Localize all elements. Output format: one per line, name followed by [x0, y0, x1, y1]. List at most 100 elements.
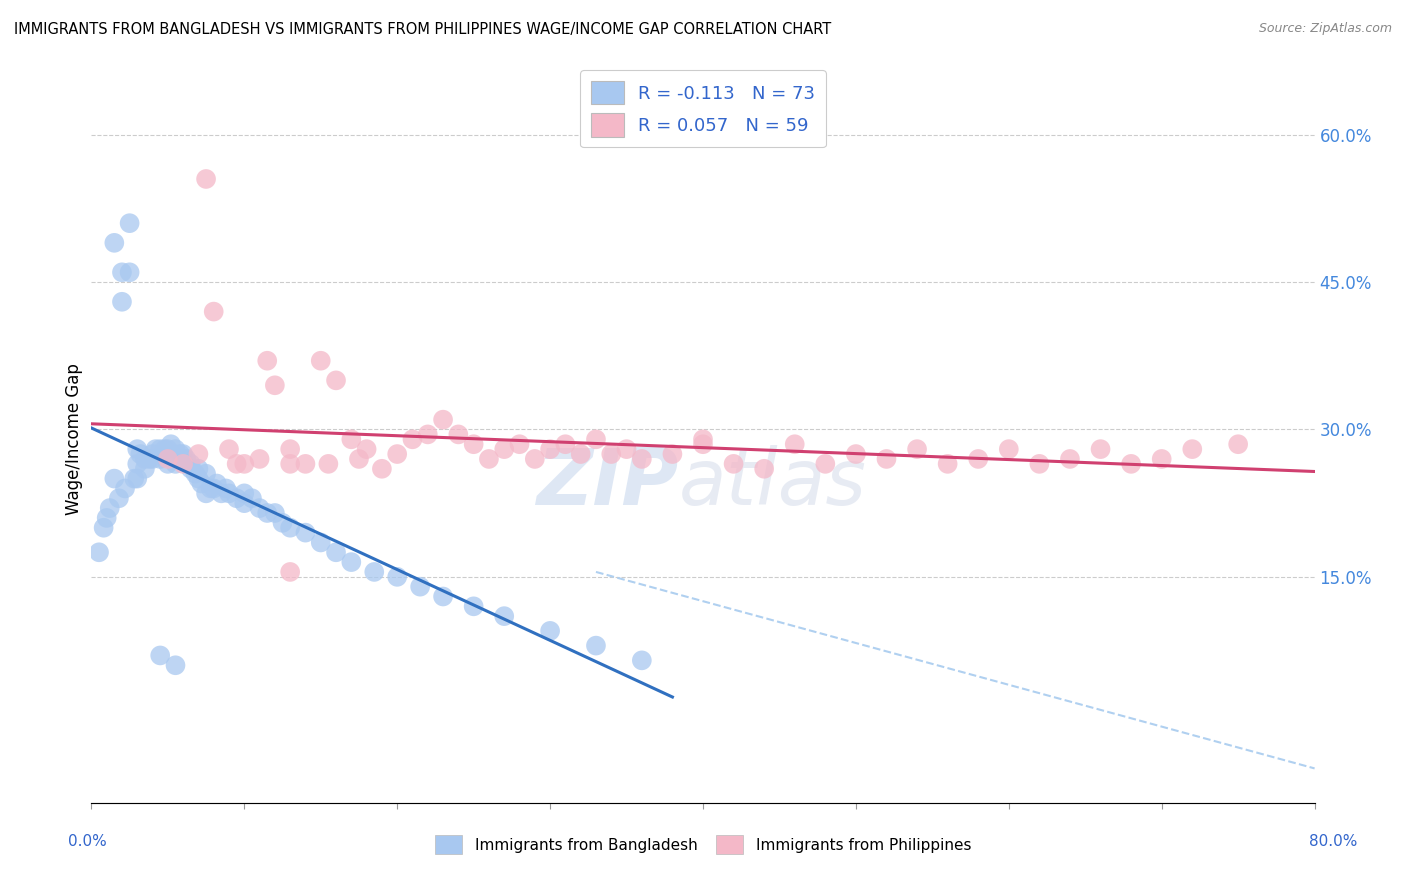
Point — [554, 437, 576, 451]
Point — [127, 472, 149, 486]
Point — [127, 442, 149, 457]
Point — [814, 457, 837, 471]
Text: Source: ZipAtlas.com: Source: ZipAtlas.com — [1258, 22, 1392, 36]
Point — [494, 609, 516, 624]
Point — [225, 491, 247, 506]
Point — [249, 501, 271, 516]
Point — [145, 442, 167, 457]
Point — [523, 452, 546, 467]
Point — [156, 452, 179, 467]
Point — [371, 462, 394, 476]
Point — [149, 442, 172, 457]
Point — [385, 570, 409, 584]
Point — [249, 452, 271, 467]
Point — [463, 437, 485, 451]
Point — [600, 447, 623, 461]
Point — [233, 496, 256, 510]
Point — [218, 486, 240, 500]
Point — [294, 525, 316, 540]
Point — [202, 304, 225, 318]
Point — [156, 442, 179, 457]
Point — [256, 353, 278, 368]
Point — [233, 457, 256, 471]
Point — [661, 447, 683, 461]
Point — [494, 442, 516, 457]
Point — [215, 482, 238, 496]
Point — [432, 412, 454, 426]
Point — [96, 511, 118, 525]
Text: atlas: atlas — [679, 445, 866, 521]
Point — [205, 476, 228, 491]
Point — [98, 501, 121, 516]
Point — [356, 442, 378, 457]
Point — [187, 472, 209, 486]
Point — [165, 457, 187, 471]
Point — [174, 452, 197, 467]
Point — [340, 555, 363, 569]
Point — [585, 639, 607, 653]
Point — [156, 457, 179, 471]
Y-axis label: Wage/Income Gap: Wage/Income Gap — [65, 363, 83, 516]
Point — [138, 452, 160, 467]
Point — [278, 565, 301, 579]
Point — [1090, 442, 1112, 457]
Point — [585, 433, 607, 447]
Point — [200, 482, 222, 496]
Point — [936, 457, 959, 471]
Text: 80.0%: 80.0% — [1309, 834, 1357, 848]
Point — [875, 452, 898, 467]
Point — [692, 437, 714, 451]
Point — [409, 580, 432, 594]
Point — [118, 216, 141, 230]
Point — [616, 442, 638, 457]
Point — [111, 265, 134, 279]
Point — [233, 486, 256, 500]
Text: IMMIGRANTS FROM BANGLADESH VS IMMIGRANTS FROM PHILIPPINES WAGE/INCOME GAP CORREL: IMMIGRANTS FROM BANGLADESH VS IMMIGRANTS… — [14, 22, 831, 37]
Point — [256, 506, 278, 520]
Point — [1181, 442, 1204, 457]
Point — [209, 486, 232, 500]
Point — [240, 491, 263, 506]
Point — [318, 457, 340, 471]
Point — [118, 265, 141, 279]
Point — [187, 447, 209, 461]
Point — [401, 433, 423, 447]
Point — [180, 462, 202, 476]
Point — [463, 599, 485, 614]
Point — [225, 457, 247, 471]
Point — [195, 486, 218, 500]
Point — [93, 521, 115, 535]
Point — [325, 545, 347, 559]
Point — [1121, 457, 1143, 471]
Text: ZIP: ZIP — [536, 445, 679, 521]
Point — [108, 491, 131, 506]
Point — [723, 457, 745, 471]
Point — [278, 457, 301, 471]
Point — [134, 462, 156, 476]
Point — [172, 457, 194, 471]
Point — [103, 472, 125, 486]
Point — [153, 442, 176, 457]
Point — [180, 457, 202, 471]
Point — [103, 235, 125, 250]
Point — [385, 447, 409, 461]
Point — [416, 427, 439, 442]
Point — [538, 442, 561, 457]
Point — [1028, 457, 1050, 471]
Point — [111, 294, 134, 309]
Point — [905, 442, 928, 457]
Point — [309, 535, 332, 549]
Point — [160, 437, 183, 451]
Legend: Immigrants from Bangladesh, Immigrants from Philippines: Immigrants from Bangladesh, Immigrants f… — [429, 829, 977, 861]
Point — [172, 452, 194, 467]
Point — [149, 648, 172, 663]
Point — [569, 447, 592, 461]
Point — [278, 442, 301, 457]
Point — [169, 447, 191, 461]
Point — [1059, 452, 1081, 467]
Point — [190, 476, 212, 491]
Point — [122, 472, 145, 486]
Point — [271, 516, 294, 530]
Point — [129, 447, 152, 461]
Point — [195, 467, 218, 481]
